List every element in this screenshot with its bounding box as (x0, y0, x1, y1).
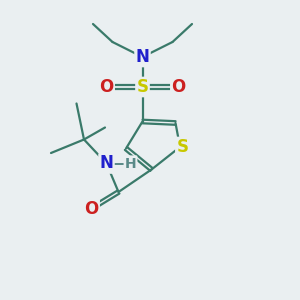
Text: S: S (136, 78, 148, 96)
Text: H: H (125, 157, 136, 170)
Text: O: O (171, 78, 186, 96)
Text: O: O (84, 200, 99, 217)
Text: N: N (100, 154, 113, 172)
Text: N: N (136, 48, 149, 66)
Text: S: S (176, 138, 188, 156)
Text: O: O (99, 78, 114, 96)
